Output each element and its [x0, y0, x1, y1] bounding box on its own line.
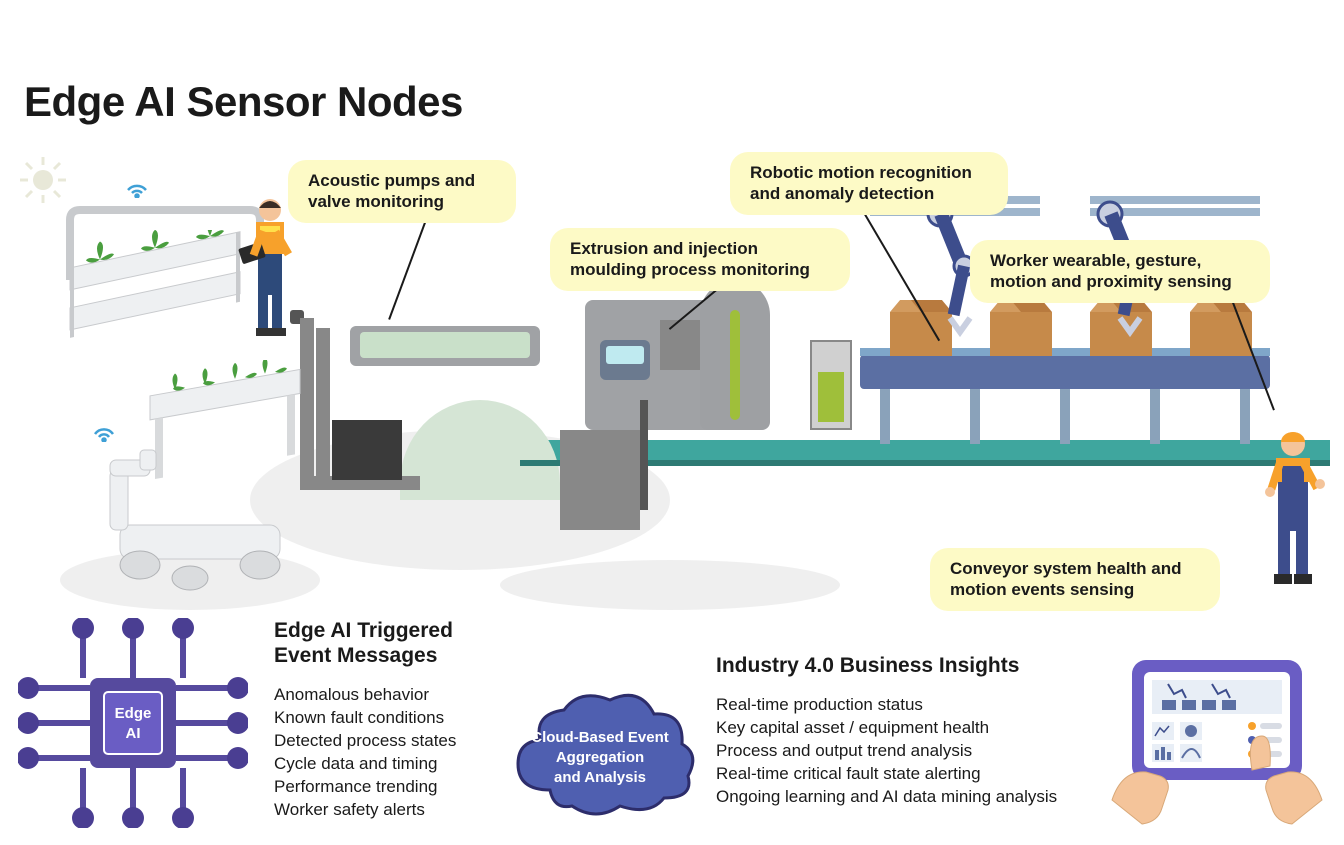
- cloud-text: Cloud-Based Event: [531, 729, 669, 746]
- edge-list-item: Performance trending: [274, 776, 534, 799]
- edge-list-item: Anomalous behavior: [274, 684, 534, 707]
- mobile-robot: [70, 360, 320, 605]
- edge-list-item: Detected process states: [274, 730, 534, 753]
- callout-conveyor: Conveyor system health andmotion events …: [930, 548, 1220, 611]
- callout-extrusion: Extrusion and injectionmoulding process …: [550, 228, 850, 291]
- conveyor-leg: [970, 388, 980, 444]
- edge-list-item: Known fault conditions: [274, 707, 534, 730]
- svg-text:and Analysis: and Analysis: [554, 769, 646, 786]
- callout-line: [389, 211, 430, 320]
- insights-block: Industry 4.0 Business Insights Real-time…: [716, 654, 1136, 809]
- conveyor-leg: [1150, 388, 1160, 444]
- callout-acoustic: Acoustic pumps andvalve monitoring: [288, 160, 516, 223]
- conveyor-leg: [1060, 388, 1070, 444]
- svg-text:AI: AI: [126, 725, 141, 742]
- callout-wearable: Worker wearable, gesture,motion and prox…: [970, 240, 1270, 303]
- tablet-hands-icon: [1102, 650, 1332, 845]
- conveyor-belt: [860, 355, 1270, 389]
- wifi-icon: [124, 172, 150, 203]
- callout-robotic: Robotic motion recognitionand anomaly de…: [730, 152, 1008, 215]
- page-title: Edge AI Sensor Nodes: [24, 78, 463, 126]
- edge-ai-chip-icon: Edge AI: [18, 618, 248, 833]
- edge-events-block: Edge AI TriggeredEvent Messages Anomalou…: [274, 618, 534, 822]
- insights-list-item: Key capital asset / equipment health: [716, 717, 1136, 740]
- edge-list-item: Worker safety alerts: [274, 799, 534, 822]
- worker-line: [1248, 406, 1338, 601]
- edge-events-heading: Edge AI TriggeredEvent Messages: [274, 618, 534, 668]
- cloud-icon: Cloud-Based Event Aggregation and Analys…: [500, 680, 700, 835]
- insights-list-item: Real-time production status: [716, 694, 1136, 717]
- liquid-container: [810, 340, 852, 430]
- storage-tank: [700, 280, 770, 430]
- svg-text:Edge: Edge: [115, 705, 152, 722]
- insights-heading: Industry 4.0 Business Insights: [716, 654, 1136, 678]
- floor-shadow: [500, 560, 840, 610]
- insights-list-item: Ongoing learning and AI data mining anal…: [716, 786, 1136, 809]
- insights-list-item: Real-time critical fault state alerting: [716, 763, 1136, 786]
- edge-list-item: Cycle data and timing: [274, 753, 534, 776]
- insights-list-item: Process and output trend analysis: [716, 740, 1136, 763]
- conveyor-leg: [880, 388, 890, 444]
- sun-icon: [18, 155, 68, 205]
- svg-text:Aggregation: Aggregation: [556, 749, 644, 766]
- wifi-icon: [92, 418, 116, 447]
